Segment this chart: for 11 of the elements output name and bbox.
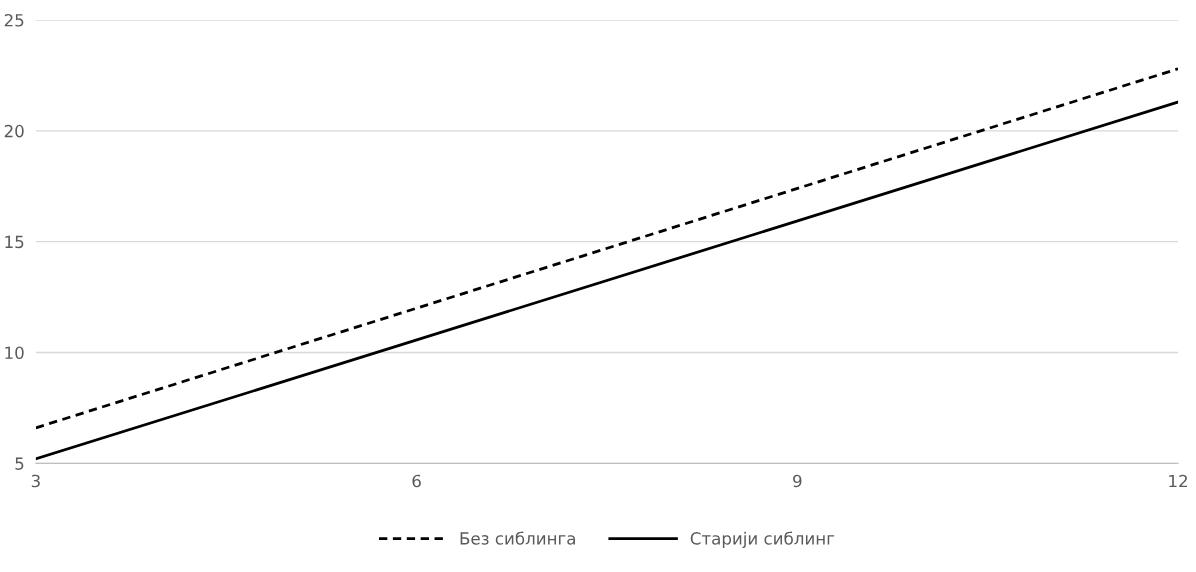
legend-label: Без сиблинга [460, 531, 575, 545]
x-tick-label: 9 [793, 474, 802, 488]
y-tick-label: 15 [5, 235, 24, 249]
y-tick-label: 10 [5, 346, 24, 360]
y-tick-label: 5 [15, 457, 24, 470]
x-tick-label: 6 [412, 474, 421, 488]
y-tick-label: 20 [4, 124, 24, 138]
x-tick-label: 12 [1169, 474, 1187, 488]
x-tick-label: 3 [31, 474, 40, 488]
y-tick-label: 25 [4, 13, 24, 27]
legend-label: Старији сиблинг [690, 531, 835, 548]
